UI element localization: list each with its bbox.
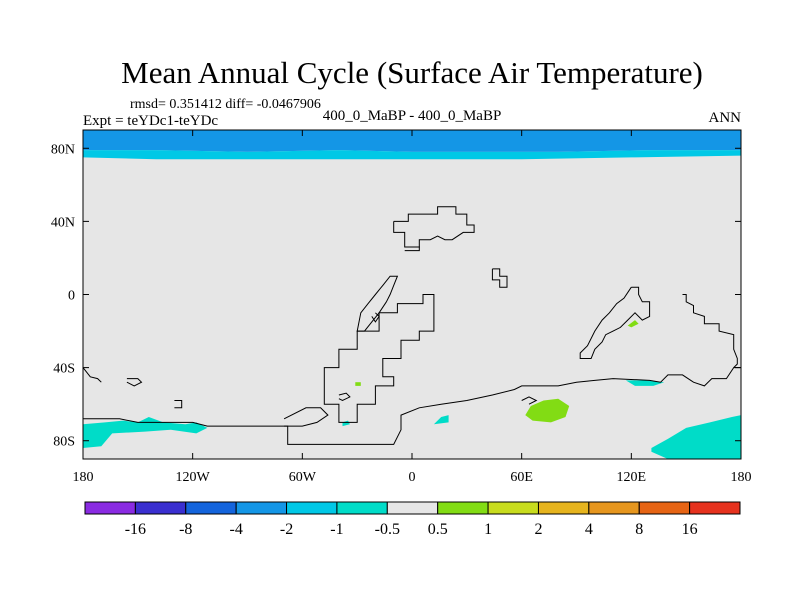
region-arctic-band-light bbox=[83, 150, 741, 160]
coastline-14 bbox=[521, 396, 538, 405]
chart-title: Mean Annual Cycle (Surface Air Temperatu… bbox=[121, 55, 703, 90]
colorbar-label-5: -0.5 bbox=[375, 521, 400, 538]
x-tick-label-5: 120E bbox=[617, 470, 647, 485]
colorbar-swatch-2 bbox=[185, 501, 237, 515]
x-tick-label-1: 120W bbox=[176, 470, 211, 485]
colorbar-label-2: -4 bbox=[229, 521, 242, 538]
coastline-0 bbox=[323, 294, 435, 423]
stats-label: rmsd= 0.351412 diff= -0.0467906 bbox=[130, 97, 321, 112]
colorbar-swatch-5 bbox=[336, 501, 388, 515]
x-tick-label-2: 60W bbox=[289, 470, 317, 485]
x-tick-label-0: 180 bbox=[73, 470, 94, 485]
colorbar-label-6: 0.5 bbox=[428, 521, 448, 538]
y-tick-label-1: 40N bbox=[51, 215, 75, 230]
region-east-antarctic bbox=[651, 415, 741, 459]
plot-background bbox=[83, 130, 741, 459]
season-label: ANN bbox=[709, 110, 742, 126]
colorbar-label-8: 2 bbox=[534, 521, 542, 538]
colorbar-swatch-12 bbox=[689, 501, 741, 515]
coastline-9 bbox=[83, 367, 741, 445]
colorbar-label-10: 8 bbox=[635, 521, 643, 538]
region-antarctic-atlantic bbox=[433, 415, 449, 425]
region-indian-ocean-warm bbox=[525, 398, 570, 423]
x-tick-label-3: 0 bbox=[409, 470, 416, 485]
region-australia-south bbox=[625, 380, 665, 386]
coastline-11 bbox=[83, 367, 102, 383]
colorbar-swatch-7 bbox=[437, 501, 489, 515]
coastline-5 bbox=[491, 268, 508, 288]
colorbar-label-7: 1 bbox=[484, 521, 492, 538]
colorbar-swatch-1 bbox=[134, 501, 187, 515]
colorbar-label-0: -16 bbox=[125, 521, 146, 538]
colorbar-swatch-10 bbox=[588, 501, 640, 515]
x-tick-label-4: 60E bbox=[510, 470, 533, 485]
y-tick-label-2: 0 bbox=[68, 289, 75, 304]
colorbar-swatch-8 bbox=[487, 501, 539, 515]
colorbar-label-4: -1 bbox=[330, 521, 343, 538]
period-label: 400_0_MaBP - 400_0_MaBP bbox=[323, 108, 502, 124]
colorbar-swatch-3 bbox=[235, 501, 288, 515]
coastline-2 bbox=[371, 312, 380, 323]
region-andes-warm-speck bbox=[355, 382, 361, 386]
y-tick-label-0: 80N bbox=[51, 142, 75, 157]
colorbar-swatch-6 bbox=[386, 501, 439, 515]
colorbar: -16 -8 -4 -2 -1 -0.5 0.5 1 2 4 8 16 bbox=[84, 501, 741, 538]
colorbar-swatch-11 bbox=[638, 501, 691, 515]
region-arctic-band-dark bbox=[83, 130, 741, 152]
colorbar-label-11: 16 bbox=[682, 521, 698, 538]
coastline-6 bbox=[579, 286, 651, 359]
colorbar-swatch-0 bbox=[84, 501, 136, 515]
coastline-13 bbox=[338, 392, 351, 402]
coastline-4 bbox=[404, 246, 420, 252]
colorbar-label-9: 4 bbox=[585, 521, 593, 538]
colorbar-swatch-9 bbox=[537, 501, 590, 515]
y-tick-label-4: 80S bbox=[53, 435, 75, 450]
colorbar-label-3: -2 bbox=[280, 521, 293, 538]
coastline-12 bbox=[682, 294, 738, 368]
colorbar-swatch-4 bbox=[286, 501, 338, 515]
axis-ticks: 180 120W 60W 0 60E 120E 180 80N 40N 0 40S 80S bbox=[51, 130, 752, 485]
coastline-10 bbox=[283, 407, 329, 427]
region-pacific-warm-speck bbox=[627, 320, 639, 328]
anomaly-regions bbox=[83, 130, 741, 459]
coastline-8 bbox=[174, 400, 183, 409]
coastlines bbox=[83, 206, 741, 445]
region-antarctic-west bbox=[83, 417, 208, 448]
experiment-label: Expt = teYDc1-teYDc bbox=[83, 113, 218, 129]
coastline-7 bbox=[126, 378, 143, 387]
colorbar-label-1: -8 bbox=[179, 521, 192, 538]
x-tick-label-6: 180 bbox=[731, 470, 752, 485]
coastline-1 bbox=[356, 275, 399, 332]
y-tick-label-3: 40S bbox=[53, 362, 75, 377]
